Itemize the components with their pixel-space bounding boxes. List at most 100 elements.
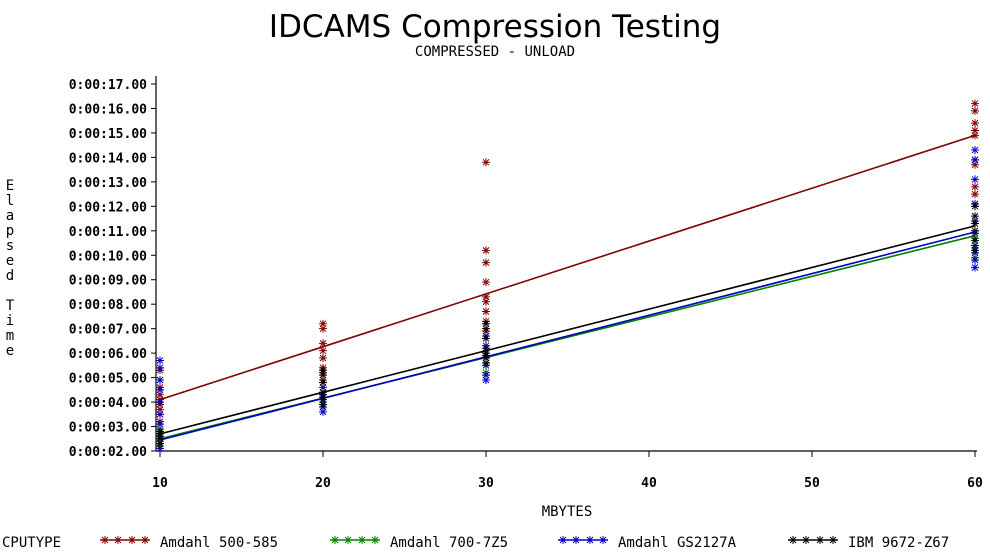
data-points bbox=[156, 99, 979, 453]
data-point-series-2 bbox=[156, 363, 164, 372]
data-point-series-0 bbox=[971, 131, 979, 140]
chart-title: IDCAMS Compression Testing bbox=[269, 9, 721, 45]
y-axis-label-char: s bbox=[6, 238, 14, 254]
x-tick-label: 20 bbox=[315, 476, 331, 491]
legend-item-0: Amdahl 500-585 bbox=[100, 535, 278, 551]
legend-marker bbox=[816, 536, 824, 544]
data-point-series-0 bbox=[971, 126, 979, 135]
data-point-series-0 bbox=[482, 158, 490, 167]
legend-label: Amdahl 700-7Z5 bbox=[390, 535, 508, 551]
y-tick-label: 0:00:12.00 bbox=[69, 200, 147, 215]
data-point-series-3 bbox=[156, 439, 164, 448]
data-point-series-3 bbox=[482, 319, 490, 328]
data-point-series-0 bbox=[319, 324, 327, 333]
x-tick-label: 40 bbox=[641, 476, 657, 491]
y-axis-label-char: m bbox=[6, 328, 14, 344]
data-point-series-2 bbox=[971, 241, 979, 250]
data-point-series-3 bbox=[156, 427, 164, 436]
legend-marker bbox=[331, 536, 339, 544]
data-point-series-2 bbox=[156, 376, 164, 385]
data-point-series-0 bbox=[482, 307, 490, 316]
x-tick-label: 30 bbox=[478, 476, 494, 491]
legend-marker bbox=[101, 536, 109, 544]
data-point-series-0 bbox=[156, 405, 164, 414]
legend-marker bbox=[789, 536, 797, 544]
y-axis-label-char: e bbox=[6, 343, 14, 359]
data-point-series-3 bbox=[971, 236, 979, 245]
legend-marker bbox=[802, 536, 810, 544]
data-point-series-0 bbox=[971, 182, 979, 191]
y-axis-label-char: i bbox=[6, 313, 14, 329]
fit-line-2 bbox=[159, 231, 976, 441]
legend-marker bbox=[114, 536, 122, 544]
legend: CPUTYPE Amdahl 500-585 Amdahl 700-7Z5 Amda… bbox=[2, 535, 949, 551]
fit-line-3 bbox=[159, 225, 976, 435]
legend-marker bbox=[586, 536, 594, 544]
legend-marker bbox=[141, 536, 149, 544]
y-axis-label-char: l bbox=[6, 193, 14, 209]
data-point-series-3 bbox=[319, 393, 327, 402]
y-tick-label: 0:00:11.00 bbox=[69, 225, 147, 240]
y-axis-label-char: e bbox=[6, 253, 14, 269]
data-point-series-3 bbox=[971, 202, 979, 211]
data-point-series-3 bbox=[971, 219, 979, 228]
x-tick-label: 60 bbox=[967, 476, 983, 491]
y-tick-label: 0:00:17.00 bbox=[69, 78, 147, 93]
data-point-series-0 bbox=[971, 119, 979, 128]
data-point-series-0 bbox=[971, 160, 979, 169]
y-tick-label: 0:00:10.00 bbox=[69, 249, 147, 264]
y-tick-label: 0:00:02.00 bbox=[69, 445, 147, 460]
legend-item-1: Amdahl 700-7Z5 bbox=[330, 535, 508, 551]
data-point-series-2 bbox=[971, 256, 979, 265]
y-ticks: 0:00:02.00 0:00:03.00 0:00:04.00 0:00:05.00… bbox=[69, 78, 156, 460]
data-point-series-0 bbox=[319, 339, 327, 348]
y-tick-label: 0:00:13.00 bbox=[69, 176, 147, 191]
data-point-series-3 bbox=[482, 344, 490, 353]
legend-marker bbox=[371, 536, 379, 544]
y-tick-label: 0:00:15.00 bbox=[69, 127, 147, 142]
y-tick-label: 0:00:16.00 bbox=[69, 102, 147, 117]
fit-lines bbox=[159, 134, 976, 441]
data-point-series-0 bbox=[482, 258, 490, 267]
x-tick-label: 50 bbox=[804, 476, 820, 491]
data-point-series-2 bbox=[156, 410, 164, 419]
x-axis-label: MBYTES bbox=[542, 504, 593, 520]
data-point-series-2 bbox=[319, 383, 327, 392]
data-point-series-2 bbox=[971, 146, 979, 155]
y-tick-label: 0:00:09.00 bbox=[69, 274, 147, 289]
data-point-series-2 bbox=[971, 175, 979, 184]
y-tick-label: 0:00:08.00 bbox=[69, 298, 147, 313]
data-point-series-0 bbox=[971, 190, 979, 199]
chart-subtitle: COMPRESSED - UNLOAD bbox=[415, 44, 575, 60]
y-axis-label-char: T bbox=[6, 298, 15, 314]
legend-label: Amdahl 500-585 bbox=[160, 535, 278, 551]
legend-item-3: IBM 9672-Z67 bbox=[788, 535, 949, 551]
data-point-series-2 bbox=[482, 376, 490, 385]
legend-label: IBM 9672-Z67 bbox=[848, 535, 949, 551]
data-point-series-0 bbox=[482, 246, 490, 255]
data-point-series-0 bbox=[319, 319, 327, 328]
data-point-series-3 bbox=[482, 354, 490, 363]
data-point-series-2 bbox=[156, 385, 164, 394]
data-point-series-2 bbox=[156, 444, 164, 453]
legend-marker bbox=[572, 536, 580, 544]
data-point-series-3 bbox=[319, 366, 327, 375]
y-tick-label: 0:00:04.00 bbox=[69, 396, 147, 411]
data-point-series-2 bbox=[971, 155, 979, 164]
data-point-series-3 bbox=[482, 358, 490, 367]
legend-title: CPUTYPE bbox=[2, 535, 61, 551]
y-tick-label: 0:00:14.00 bbox=[69, 151, 147, 166]
data-point-series-2 bbox=[156, 356, 164, 365]
legend-label: Amdahl GS2127A bbox=[618, 535, 737, 551]
data-point-series-0 bbox=[971, 106, 979, 115]
data-point-series-3 bbox=[482, 334, 490, 343]
data-point-series-2 bbox=[971, 263, 979, 272]
data-point-series-3 bbox=[319, 378, 327, 387]
y-axis-label-char: a bbox=[6, 208, 14, 224]
data-point-series-2 bbox=[156, 398, 164, 407]
y-axis-label-char: d bbox=[6, 268, 14, 284]
data-point-series-2 bbox=[156, 420, 164, 429]
data-point-series-0 bbox=[156, 390, 164, 399]
x-ticks: 10 20 30 40 50 60 bbox=[152, 451, 983, 491]
